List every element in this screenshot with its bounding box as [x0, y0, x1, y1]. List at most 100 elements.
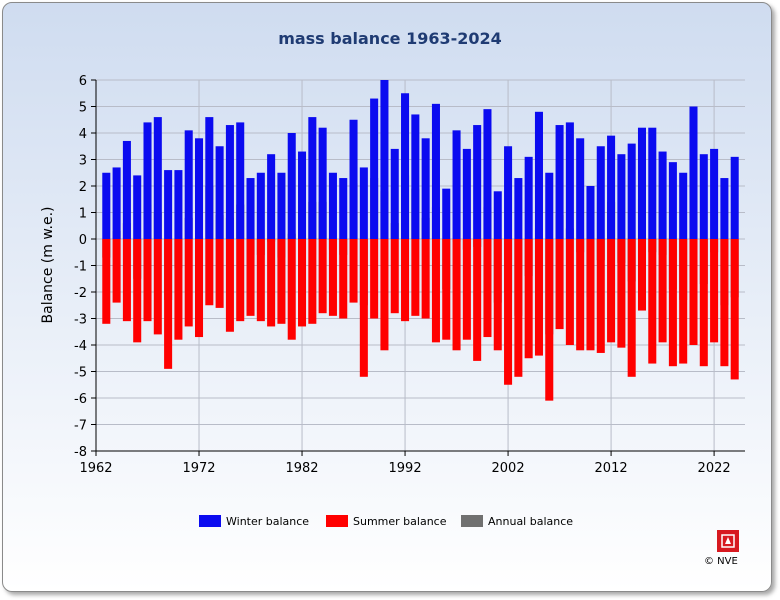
winter-bar [514, 178, 523, 239]
summer-bar [143, 239, 152, 322]
winter-bar [431, 103, 440, 239]
winter-bar [256, 172, 265, 239]
summer-bar [586, 239, 595, 351]
winter-bar [607, 135, 616, 239]
winter-bar [689, 106, 698, 239]
y-tick-label: 5 [79, 101, 87, 116]
summer-bar [504, 239, 513, 385]
summer-bar [720, 239, 729, 367]
winter-bar [545, 172, 554, 239]
summer-bar [607, 239, 616, 343]
summer-bar [442, 239, 451, 340]
summer-bar [380, 239, 389, 351]
summer-bar [236, 239, 245, 322]
summer-bar [565, 239, 574, 345]
winter-bar [339, 178, 348, 239]
summer-bar [328, 239, 337, 316]
winter-bar [637, 127, 647, 239]
y-tick-label: -7 [74, 419, 87, 434]
summer-bar [164, 239, 173, 369]
winter-bar [473, 125, 482, 239]
winter-bar [205, 117, 214, 239]
summer-bar [225, 239, 234, 332]
summer-bar [462, 239, 471, 340]
summer-bar [473, 239, 482, 361]
winter-bar [143, 122, 152, 239]
winter-bar [318, 127, 327, 239]
legend-label: Winter balance [226, 515, 309, 528]
summer-bar [277, 239, 286, 324]
winter-bar [627, 143, 636, 239]
legend: Winter balance Summer balance Annual balan… [199, 515, 573, 528]
summer-bar [699, 239, 708, 367]
legend-swatch [461, 515, 483, 527]
legend-swatch [199, 515, 221, 527]
y-tick-label: -4 [74, 339, 87, 354]
summer-bar [112, 239, 121, 303]
winter-bar [359, 167, 368, 239]
summer-bar [421, 239, 430, 319]
legend-label: Summer balance [353, 515, 447, 528]
summer-bar [730, 239, 739, 380]
winter-bar [102, 172, 111, 239]
winter-bar [246, 178, 255, 239]
winter-bar [411, 114, 420, 239]
winter-bar [421, 138, 430, 239]
y-axis-label: Balance (m w.e.) [40, 207, 56, 324]
summer-bar [153, 239, 162, 335]
winter-bar [452, 130, 461, 239]
legend-swatch [326, 515, 348, 527]
winter-bar [236, 122, 245, 239]
x-tick-label: 1982 [285, 461, 318, 476]
winter-bar [174, 170, 183, 239]
winter-bar [308, 117, 317, 239]
winter-bar [648, 127, 657, 239]
y-tick-label: -5 [74, 366, 87, 381]
summer-bar [246, 239, 255, 316]
winter-bar [390, 148, 399, 239]
winter-bar [710, 148, 719, 239]
summer-bar [627, 239, 636, 377]
summer-bar [648, 239, 657, 364]
chart-title: mass balance 1963-2024 [278, 29, 502, 48]
summer-bar [102, 239, 111, 324]
winter-bar [565, 122, 574, 239]
x-tick-label: 1962 [79, 461, 112, 476]
summer-bar [184, 239, 193, 327]
winter-bar [493, 191, 502, 239]
winter-bar [596, 146, 605, 239]
winter-bar [164, 170, 173, 239]
summer-bar [308, 239, 317, 324]
x-tick-label: 2022 [698, 461, 731, 476]
winter-bar [380, 80, 389, 239]
summer-bar [370, 239, 379, 319]
winter-bar [122, 140, 131, 239]
winter-bar [442, 188, 451, 239]
y-tick-label: 4 [79, 127, 87, 142]
winter-bars [102, 80, 739, 240]
winter-bar [679, 172, 688, 239]
y-tick-label: -6 [74, 392, 87, 407]
winter-bar [194, 138, 204, 239]
y-tick-label: 1 [79, 207, 87, 222]
winter-bar [133, 175, 142, 239]
winter-bar [277, 172, 286, 239]
summer-bar [205, 239, 214, 306]
winter-bar [534, 111, 543, 239]
summer-bar [267, 239, 276, 327]
y-tick-label: 2 [79, 180, 87, 195]
summer-bar [493, 239, 502, 351]
summer-bar [514, 239, 523, 377]
y-tick-label: -8 [74, 445, 87, 460]
summer-bar [133, 239, 142, 343]
summer-bar [710, 239, 719, 343]
y-tick-label: -1 [74, 260, 87, 275]
summer-bar [689, 239, 698, 345]
nve-logo [717, 530, 739, 552]
winter-bar [617, 154, 626, 239]
winter-bar [401, 93, 410, 239]
winter-bar [153, 117, 162, 239]
summer-bar [390, 239, 399, 314]
winter-bar [370, 98, 379, 239]
x-tick-label: 1972 [182, 461, 215, 476]
